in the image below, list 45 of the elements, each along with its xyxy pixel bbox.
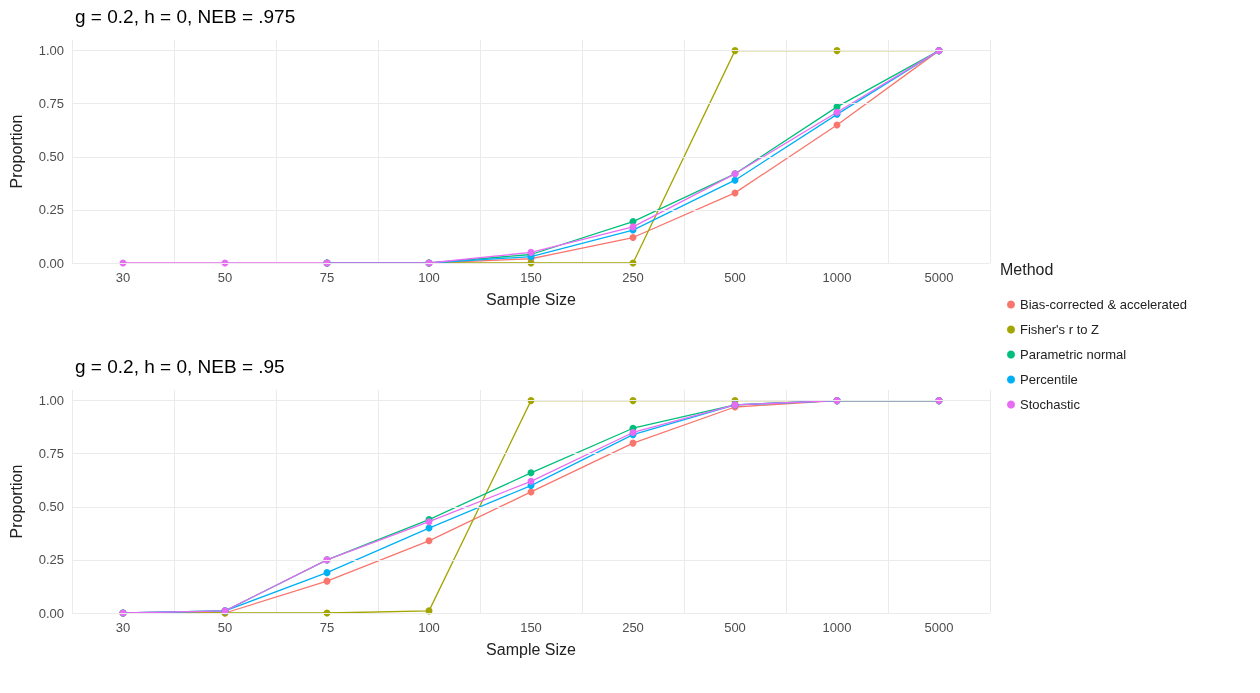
- x-tick-label: 150: [520, 270, 542, 285]
- x-tick-label: 250: [622, 270, 644, 285]
- x-tick-label: 100: [418, 620, 440, 635]
- x-axis-title: Sample Size: [486, 290, 577, 308]
- point: [425, 537, 433, 545]
- x-tick-label: 75: [319, 270, 335, 285]
- y-tick-label: 0.75: [38, 446, 64, 462]
- y-axis-title: Proportion: [7, 114, 25, 189]
- x-tick-label: 150: [520, 620, 542, 635]
- y-tick-label: 0.00: [38, 605, 64, 621]
- x-tick-label: 1000: [822, 270, 852, 285]
- y-tick-label: 0.25: [38, 552, 64, 568]
- x-axis-title: Sample Size: [486, 640, 577, 658]
- x-tick-label: 250: [622, 620, 644, 635]
- y-tick-label: 0.25: [38, 202, 64, 218]
- point: [629, 234, 637, 242]
- point: [527, 477, 535, 485]
- point: [527, 469, 535, 477]
- x-tick-label: 30: [115, 270, 131, 285]
- chart-title: g = 0.2, h = 0, NEB = .975: [75, 6, 296, 27]
- chart-title: g = 0.2, h = 0, NEB = .95: [75, 356, 285, 377]
- x-tick-label: 5000: [924, 270, 954, 285]
- y-axis-title: Proportion: [7, 464, 25, 539]
- x-tick-label: 30: [115, 620, 131, 635]
- x-tick-label: 50: [217, 270, 233, 285]
- legend-title: Method: [1000, 260, 1054, 278]
- point: [323, 569, 331, 577]
- x-tick-label: 5000: [924, 620, 954, 635]
- x-tick-label: 500: [724, 270, 746, 285]
- y-tick-label: 0.50: [38, 149, 64, 165]
- legend-label: Bias-corrected & accelerated: [1020, 297, 1187, 312]
- y-tick-label: 0.75: [38, 96, 64, 112]
- x-tick-label: 75: [319, 620, 335, 635]
- legend-label: Fisher's r to Z: [1020, 322, 1100, 337]
- y-tick-label: 0.00: [38, 255, 64, 271]
- legend-label: Parametric normal: [1020, 347, 1127, 362]
- y-tick-label: 1.00: [38, 393, 64, 409]
- y-tick-label: 1.00: [38, 43, 64, 59]
- legend-label: Percentile: [1020, 372, 1078, 387]
- x-tick-label: 50: [217, 620, 233, 635]
- legend-label: Stochastic: [1020, 397, 1081, 412]
- x-tick-label: 1000: [822, 620, 852, 635]
- y-tick-label: 0.50: [38, 499, 64, 515]
- x-tick-label: 500: [724, 620, 746, 635]
- x-tick-label: 100: [418, 270, 440, 285]
